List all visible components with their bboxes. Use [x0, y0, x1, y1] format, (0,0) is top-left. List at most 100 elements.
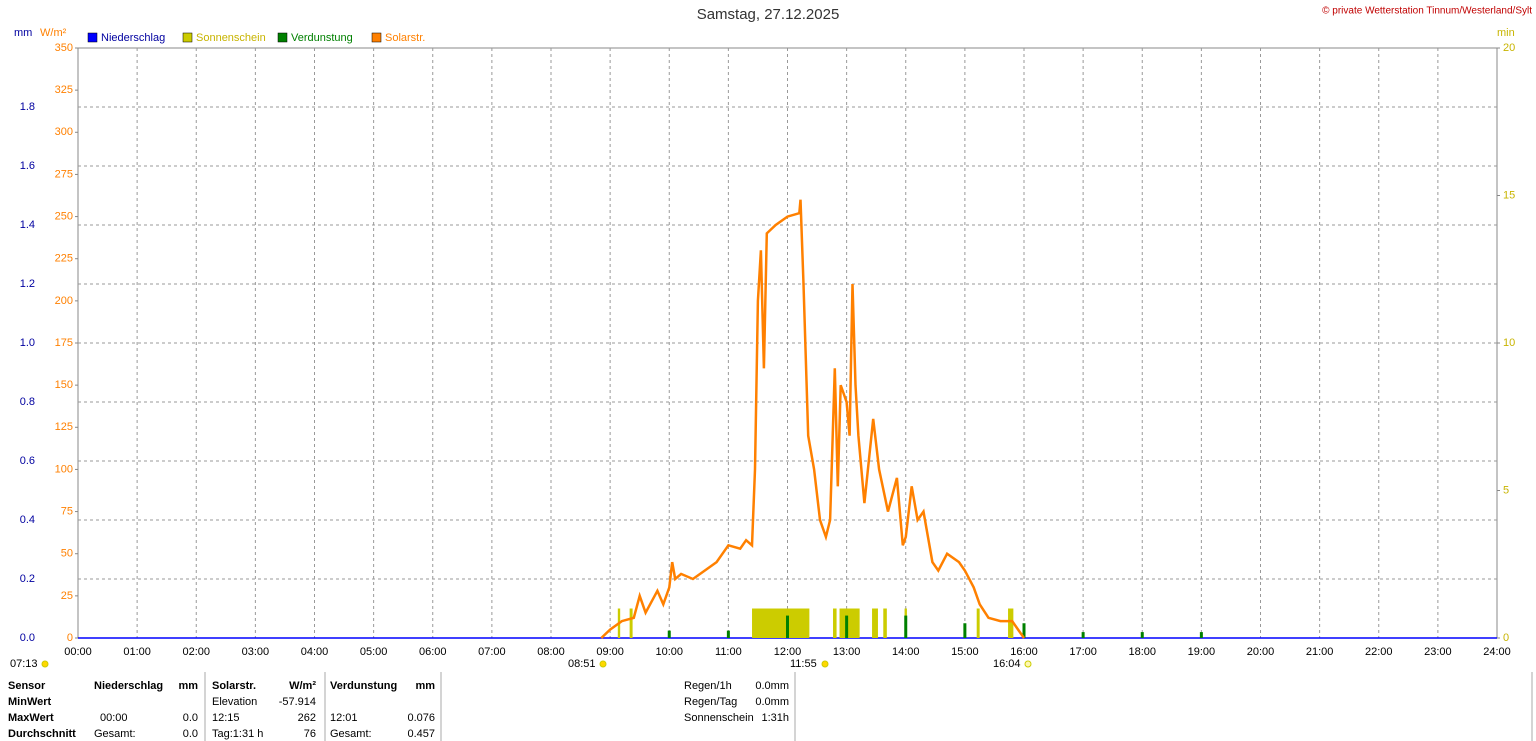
y2-tick-label: 350 [55, 42, 73, 54]
stats-cell: -57.914 [279, 696, 316, 708]
sunshine-bar [833, 608, 837, 638]
stats-cell: Tag:1:31 h [212, 728, 263, 740]
stats-header: Niederschlag [94, 680, 163, 692]
stats-row-label: MinWert [8, 696, 52, 708]
x-tick-label: 04:00 [301, 646, 329, 658]
stats-cell: 12:15 [212, 712, 240, 724]
event-label: 16:04 [993, 658, 1021, 670]
legend-swatch [87, 32, 98, 43]
x-tick-label: 16:00 [1010, 646, 1038, 658]
y-tick-label: 1.0 [20, 337, 35, 349]
stats-cell: 262 [298, 712, 316, 724]
legend-label: Verdunstung [291, 32, 353, 44]
stats-header: mm [178, 680, 198, 692]
y2-tick-label: 325 [55, 84, 73, 96]
x-tick-label: 10:00 [655, 646, 683, 658]
x-tick-label: 03:00 [242, 646, 270, 658]
axis-unit: mm [14, 27, 32, 39]
series-line [600, 199, 1026, 639]
y3-tick-label: 0 [1503, 632, 1509, 644]
sunshine-bar [976, 608, 980, 638]
stats-cell: 0.0 [183, 728, 198, 740]
y2-tick-label: 275 [55, 168, 73, 180]
event-icon [1024, 660, 1032, 668]
y-tick-label: 1.2 [20, 278, 35, 290]
legend-label: Niederschlag [101, 32, 165, 44]
y-tick-label: 1.6 [20, 160, 35, 172]
y2-tick-label: 125 [55, 421, 73, 433]
y2-tick-label: 100 [55, 463, 73, 475]
stats-cell: 0.076 [407, 712, 435, 724]
y2-tick-label: 150 [55, 379, 73, 391]
x-tick-label: 00:00 [64, 646, 92, 658]
x-tick-label: 22:00 [1365, 646, 1393, 658]
event-label: 08:51 [568, 658, 596, 670]
legend-swatch [371, 32, 382, 43]
stats-cell: Elevation [212, 696, 257, 708]
info-value: 1:31h [761, 712, 789, 724]
evaporation-spike [1081, 632, 1085, 638]
x-tick-label: 21:00 [1306, 646, 1334, 658]
x-tick-label: 23:00 [1424, 646, 1452, 658]
event-icon [821, 660, 829, 668]
stats-row-label: MaxWert [8, 712, 54, 724]
event-label: 11:55 [790, 658, 817, 670]
y2-tick-label: 75 [61, 505, 73, 517]
evaporation-spike [667, 630, 671, 638]
x-tick-label: 13:00 [833, 646, 861, 658]
y3-tick-label: 20 [1503, 42, 1515, 54]
y2-tick-label: 200 [55, 295, 73, 307]
stats-cell: Gesamt: [94, 728, 136, 740]
y2-tick-label: 50 [61, 548, 73, 560]
y-tick-label: 0.6 [20, 455, 35, 467]
info-value: 0.0mm [755, 680, 789, 692]
y-tick-label: 1.8 [20, 101, 35, 113]
info-label: Regen/Tag [684, 696, 737, 708]
x-tick-label: 07:00 [478, 646, 506, 658]
x-tick-label: 11:00 [715, 646, 742, 658]
x-tick-label: 17:00 [1069, 646, 1097, 658]
stats-cell: 0.457 [407, 728, 435, 740]
x-tick-label: 01:00 [123, 646, 151, 658]
y3-tick-label: 5 [1503, 484, 1509, 496]
y2-tick-label: 250 [55, 210, 73, 222]
info-label: Sonnenschein [684, 712, 754, 724]
evaporation-spike [904, 615, 908, 638]
y-tick-label: 0.4 [20, 514, 35, 526]
evaporation-spike [786, 615, 789, 638]
y3-tick-label: 10 [1503, 337, 1515, 349]
legend-swatch [182, 32, 193, 43]
legend-swatch [277, 32, 288, 43]
y-tick-label: 1.4 [20, 219, 35, 231]
evaporation-spike [1022, 623, 1026, 638]
stats-row-label: Durchschnitt [8, 728, 76, 740]
stats-cell: Gesamt: [330, 728, 372, 740]
stats-header: mm [415, 680, 435, 692]
x-tick-label: 12:00 [774, 646, 802, 658]
sunshine-bar [839, 608, 860, 638]
stats-cell: 12:01 [330, 712, 358, 724]
y2-tick-label: 175 [55, 337, 73, 349]
axis-unit: min [1497, 27, 1515, 39]
evaporation-spike [845, 615, 849, 638]
evaporation-spike [963, 623, 967, 638]
sunshine-bar [752, 608, 810, 638]
stats-cell: 0.0 [183, 712, 198, 724]
y2-tick-label: 25 [61, 590, 73, 602]
sunshine-bar [872, 608, 878, 638]
event-icon [41, 660, 49, 668]
axis-unit: W/m² [40, 27, 67, 39]
y2-tick-label: 300 [55, 126, 73, 138]
info-label: Regen/1h [684, 680, 732, 692]
sunshine-bar [629, 608, 633, 638]
sunshine-bar [1008, 608, 1014, 638]
x-tick-label: 19:00 [1188, 646, 1216, 658]
y-tick-label: 0.0 [20, 632, 35, 644]
legend-label: Sonnenschein [196, 32, 266, 44]
stats-header: W/m² [289, 680, 316, 692]
x-tick-label: 09:00 [596, 646, 624, 658]
evaporation-spike [726, 630, 730, 638]
info-value: 0.0mm [755, 696, 789, 708]
y-tick-label: 0.8 [20, 396, 35, 408]
